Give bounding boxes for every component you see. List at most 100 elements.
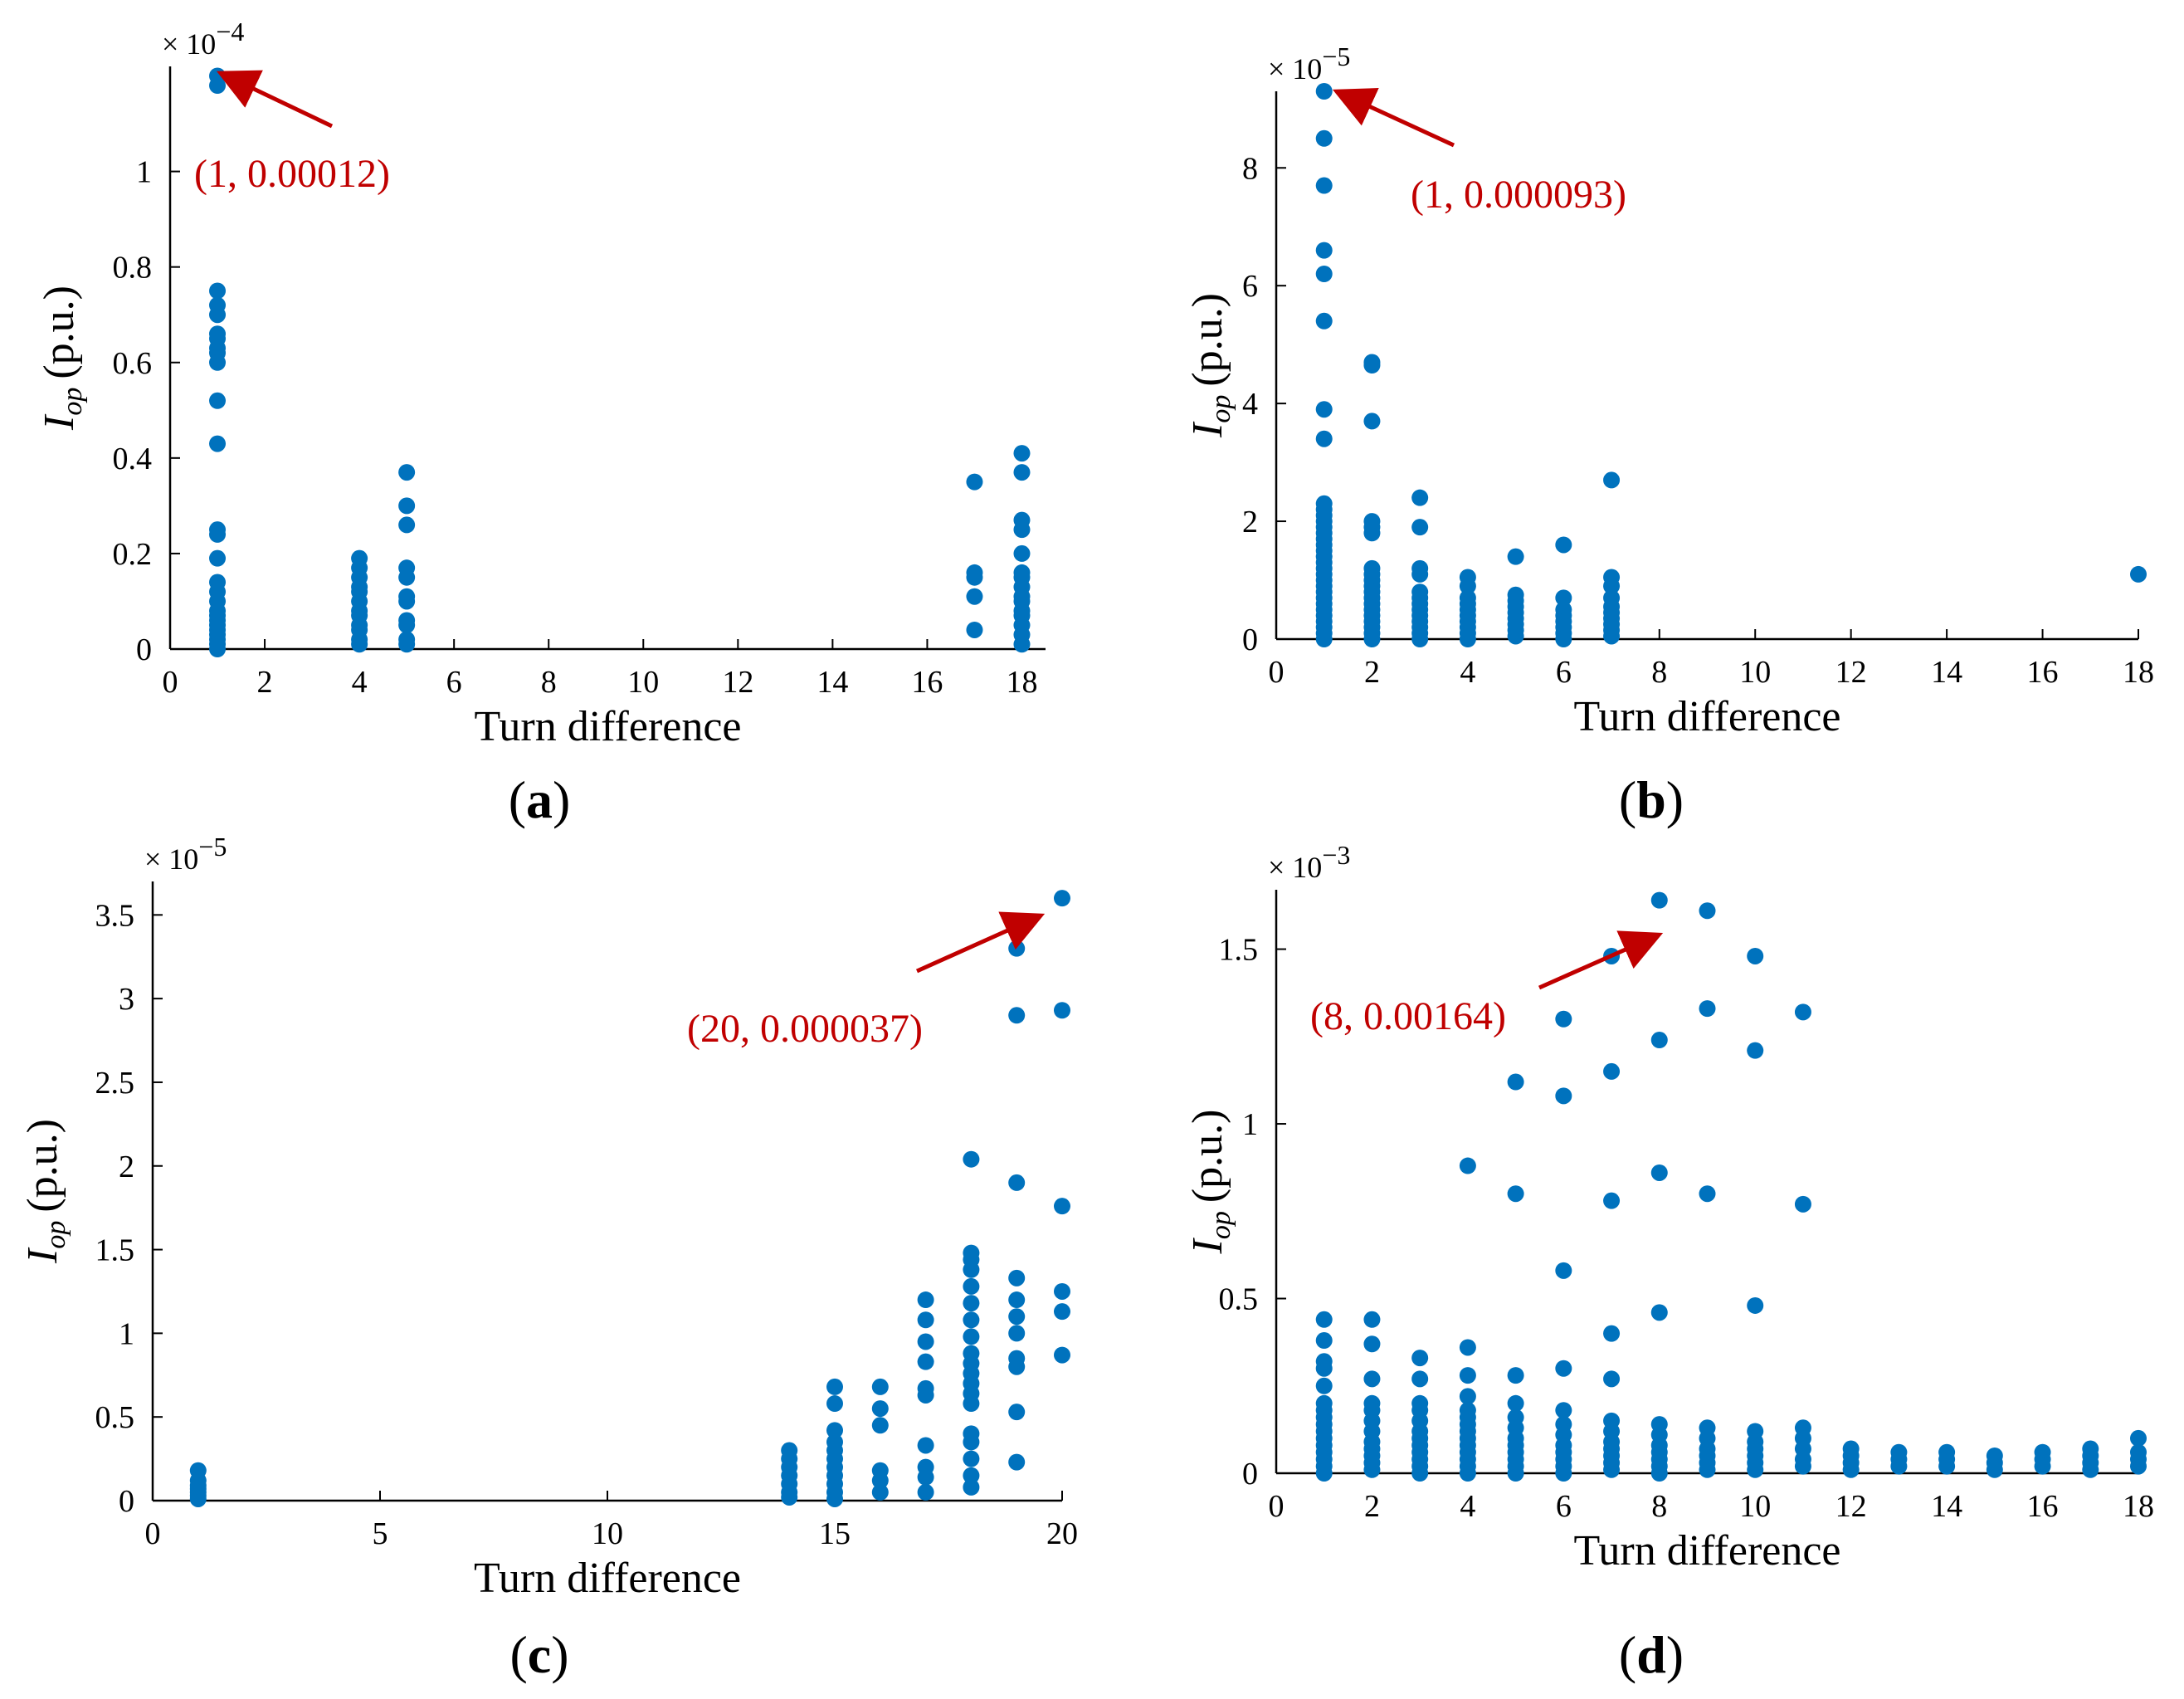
data-point xyxy=(963,1433,980,1451)
data-point xyxy=(1459,1157,1476,1174)
data-point xyxy=(963,1277,980,1295)
data-point xyxy=(1986,1461,2003,1478)
y-tick-label: 1 xyxy=(1242,1107,1258,1142)
axis-multiplier: × 10−5 xyxy=(1268,41,1350,85)
data-point xyxy=(1315,242,1333,259)
x-tick-label: 14 xyxy=(1931,655,1962,690)
data-point xyxy=(1603,627,1621,645)
data-point xyxy=(398,516,416,534)
data-point xyxy=(871,1400,889,1418)
data-point xyxy=(1008,1404,1026,1421)
data-point xyxy=(871,1483,889,1501)
x-tick-label: 10 xyxy=(592,1516,623,1551)
data-point xyxy=(917,1437,934,1454)
data-point xyxy=(1650,891,1668,909)
data-point xyxy=(1459,1388,1476,1405)
annotation-arrow xyxy=(915,911,1046,974)
data-point xyxy=(1699,1000,1716,1018)
x-tick-label: 4 xyxy=(1460,655,1475,690)
data-point xyxy=(1315,266,1333,282)
data-point xyxy=(917,1333,934,1350)
y-tick-label: 0.8 xyxy=(113,251,153,286)
data-point xyxy=(1650,1465,1668,1482)
annotation-arrow xyxy=(216,70,334,129)
data-point xyxy=(781,1488,798,1506)
data-point xyxy=(1507,1367,1524,1384)
data-point xyxy=(1411,519,1429,536)
data-point xyxy=(963,1467,980,1484)
data-point xyxy=(1315,1332,1333,1350)
data-point xyxy=(1363,1370,1381,1388)
data-point xyxy=(1507,1394,1524,1412)
y-tick-label: 2 xyxy=(1242,505,1258,539)
data-point xyxy=(1315,1360,1333,1377)
y-tick-label: 1.5 xyxy=(1219,933,1259,968)
x-tick-label: 20 xyxy=(1046,1516,1078,1551)
y-tick-label: 0.6 xyxy=(113,346,153,381)
data-point xyxy=(1747,1296,1764,1314)
data-point xyxy=(917,1468,934,1486)
data-point xyxy=(1054,890,1070,907)
data-point xyxy=(963,1478,980,1496)
annotation-label: (1, 0.000093) xyxy=(1411,173,1626,217)
data-point xyxy=(1507,627,1524,645)
y-tick-label: 0.5 xyxy=(95,1400,135,1435)
x-tick-label: 10 xyxy=(627,665,659,700)
data-point xyxy=(1555,536,1572,554)
y-tick-label: 0 xyxy=(1242,622,1258,657)
data-point xyxy=(1459,1339,1476,1356)
y-tick-label: 3.5 xyxy=(95,898,135,933)
y-tick-label: 1 xyxy=(136,155,152,190)
data-point xyxy=(1013,521,1031,539)
data-point xyxy=(963,1450,980,1467)
data-point xyxy=(1411,631,1429,647)
x-tick-label: 0 xyxy=(145,1516,161,1551)
data-point xyxy=(1555,631,1572,647)
x-tick-label: 18 xyxy=(1006,665,1037,700)
x-tick-label: 4 xyxy=(352,665,368,700)
data-point xyxy=(1315,177,1333,194)
data-point xyxy=(1747,1042,1764,1059)
x-tick-label: 8 xyxy=(541,665,557,700)
annotation-arrow xyxy=(1538,930,1664,990)
y-axis-title: Iop(p.u.) xyxy=(1184,1110,1236,1255)
panel-label: (a) xyxy=(509,770,571,829)
data-point xyxy=(1363,1335,1381,1353)
data-point xyxy=(917,1311,934,1329)
data-point xyxy=(398,569,416,586)
data-point xyxy=(917,1291,934,1309)
data-point xyxy=(1013,544,1031,562)
data-point xyxy=(917,1386,934,1404)
data-point xyxy=(1507,548,1524,565)
data-point xyxy=(1315,83,1333,100)
data-point xyxy=(1315,129,1333,147)
data-point xyxy=(1842,1461,1860,1478)
data-point xyxy=(1603,1370,1621,1388)
data-point xyxy=(2130,1457,2147,1475)
data-point xyxy=(1013,636,1031,653)
data-point xyxy=(1411,1465,1429,1482)
data-point xyxy=(1008,1308,1026,1326)
data-point xyxy=(826,1395,843,1413)
data-point xyxy=(1054,1303,1070,1321)
data-point xyxy=(1054,1002,1070,1019)
data-point xyxy=(1459,578,1476,595)
axis-multiplier: × 10−4 xyxy=(162,17,244,61)
axis-multiplier: × 10−3 xyxy=(1268,840,1350,884)
data-point xyxy=(1650,1164,1668,1181)
x-tick-label: 18 xyxy=(2123,1489,2154,1524)
data-point xyxy=(1008,1269,1026,1286)
x-tick-label: 5 xyxy=(373,1516,388,1551)
data-point xyxy=(1890,1457,1908,1475)
data-point xyxy=(1603,578,1621,595)
data-point xyxy=(966,588,983,605)
data-point xyxy=(398,636,416,653)
data-point xyxy=(966,621,983,638)
data-point xyxy=(1013,464,1031,481)
data-point xyxy=(1603,1062,1621,1080)
data-point xyxy=(966,473,983,491)
data-point xyxy=(1699,902,1716,920)
y-axis-title: Iop(p.u.) xyxy=(19,1119,71,1264)
x-tick-label: 16 xyxy=(2027,655,2059,690)
data-point xyxy=(1411,489,1429,506)
